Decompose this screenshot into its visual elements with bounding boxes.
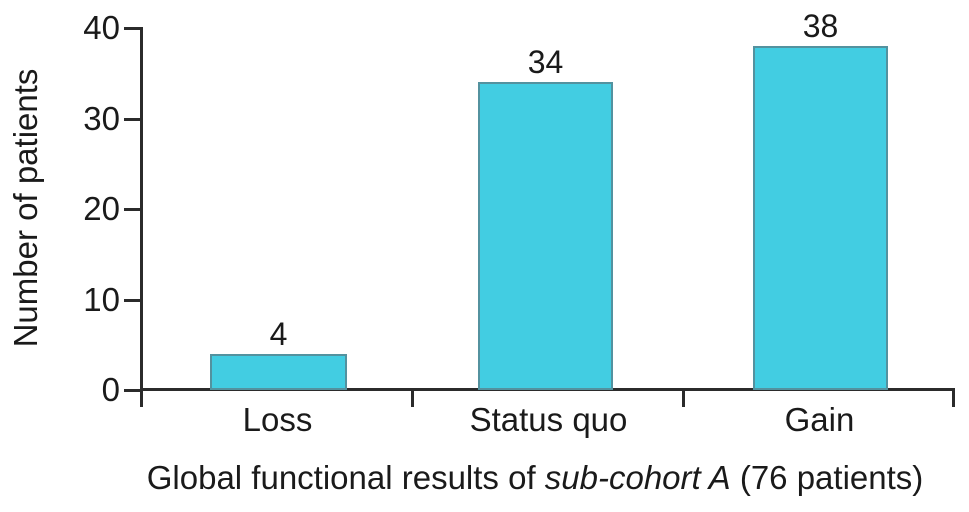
y-tick-10 xyxy=(124,298,141,302)
x-tick-boundary-1 xyxy=(411,390,414,407)
y-tick-label-0: 0 xyxy=(101,371,120,408)
y-tick-label-10: 10 xyxy=(83,280,120,318)
y-tick-0 xyxy=(124,389,141,392)
y-tick-label-20: 20 xyxy=(83,190,120,227)
x-axis-title-prefix: Global functional results of xyxy=(146,459,545,496)
x-category-label-status-quo: Status quo xyxy=(469,401,628,438)
x-category-label-gain: Gain xyxy=(784,401,855,438)
x-axis-title-suffix: (76 patients) xyxy=(730,459,924,496)
x-tick-boundary-3 xyxy=(952,390,955,407)
y-axis-line xyxy=(140,27,143,407)
bar-gain xyxy=(753,46,888,390)
x-axis-title-italic: sub-cohort A xyxy=(544,459,731,496)
bar-status-quo xyxy=(478,82,613,390)
y-tick-label-40: 40 xyxy=(83,9,120,46)
x-category-label-loss: Loss xyxy=(242,401,313,438)
y-tick-label-30: 30 xyxy=(83,99,120,137)
y-tick-20 xyxy=(124,208,141,211)
y-tick-40 xyxy=(124,27,141,30)
bar-value-label-gain: 38 xyxy=(802,8,839,44)
x-tick-boundary-2 xyxy=(682,390,685,407)
x-axis-title: Global functional results of sub-cohort … xyxy=(147,459,924,497)
bar-value-label-loss: 4 xyxy=(269,316,288,352)
bar-value-label-status-quo: 34 xyxy=(527,44,564,80)
bar-loss xyxy=(210,354,347,390)
y-tick-30 xyxy=(124,117,141,121)
